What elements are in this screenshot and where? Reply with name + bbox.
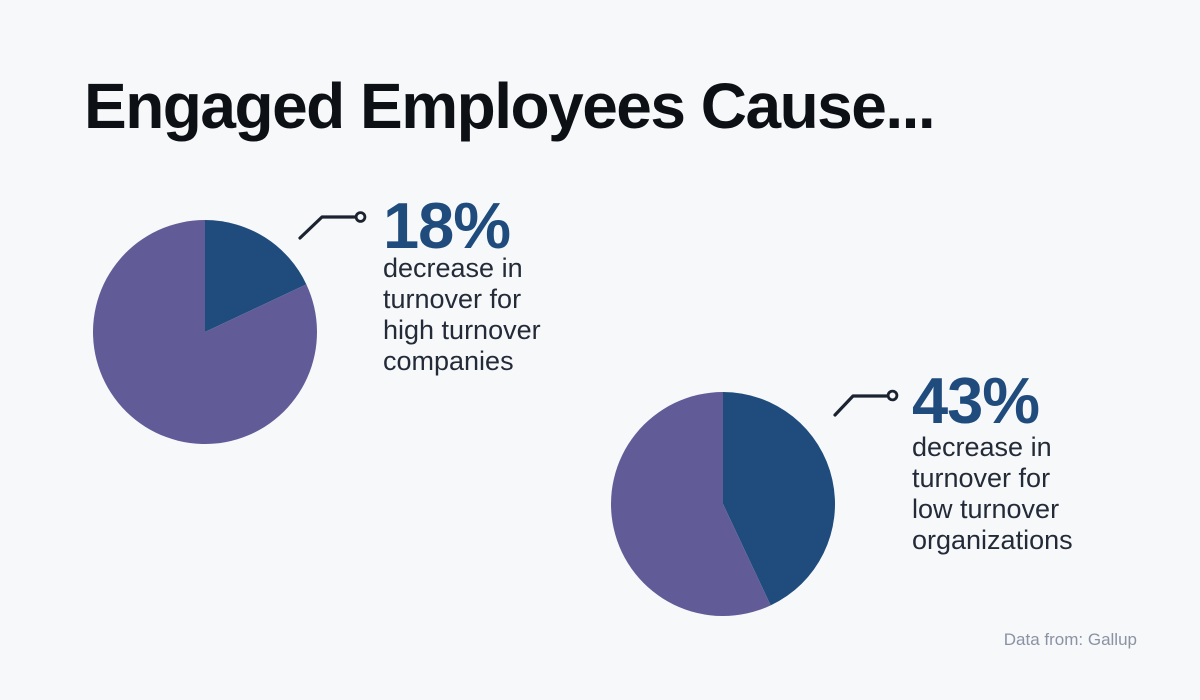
stat-description-line: companies xyxy=(383,346,514,376)
stat-value-low-turnover: 43% xyxy=(912,364,1040,437)
stat-value-high-turnover: 18% xyxy=(383,189,511,262)
stat-description-line: organizations xyxy=(912,525,1073,555)
pie-slice-remainder xyxy=(611,392,771,616)
leader-line-icon xyxy=(298,211,367,240)
stat-description-line: high turnover xyxy=(383,315,541,345)
page-title: Engaged Employees Cause... xyxy=(84,70,936,142)
pie-slice-decrease-in-turnover xyxy=(723,392,835,606)
stat-description-line: decrease in xyxy=(383,253,523,283)
stat-description-low-turnover: decrease in turnover for low turnover or… xyxy=(912,432,1073,556)
stat-description-high-turnover: decrease in turnover for high turnover c… xyxy=(383,253,541,377)
pie-chart-high-turnover xyxy=(93,220,317,444)
pie-slice-remainder xyxy=(93,220,317,444)
pie-chart-low-turnover xyxy=(611,392,835,616)
stat-description-line: low turnover xyxy=(912,494,1060,524)
data-source-credit: Data from: Gallup xyxy=(1003,630,1137,649)
stat-description-line: decrease in xyxy=(912,432,1052,462)
stat-description-line: turnover for xyxy=(912,463,1051,493)
stat-description-line: turnover for xyxy=(383,284,522,314)
leader-line-icon xyxy=(833,389,899,417)
pie-slice-decrease-in-turnover xyxy=(205,220,307,332)
